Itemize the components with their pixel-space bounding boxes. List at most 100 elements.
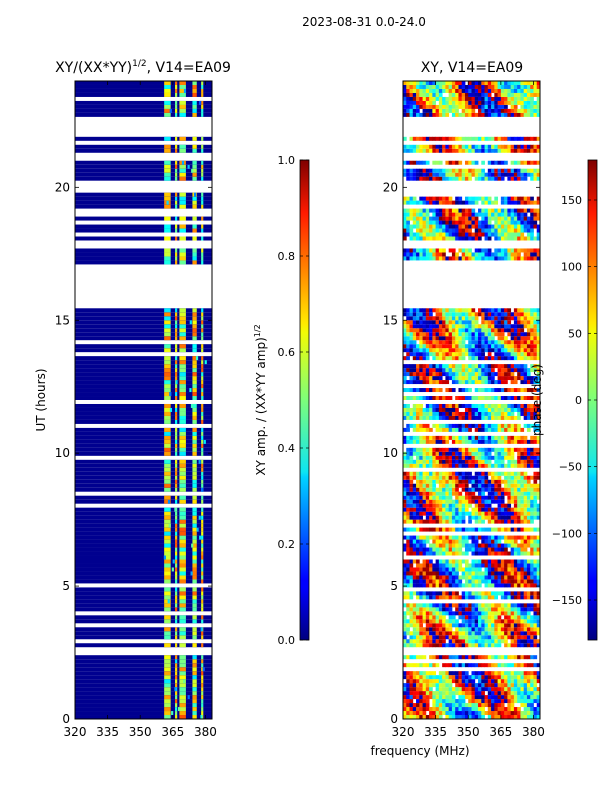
heatmap-cell [500, 579, 505, 584]
heatmap-cell [533, 699, 538, 704]
heatmap-cell [451, 348, 456, 353]
heatmap-cell [419, 380, 423, 385]
heatmap-cell [530, 368, 534, 373]
heatmap-cell [478, 575, 482, 580]
heatmap-row [75, 411, 212, 416]
heatmap-cell [175, 547, 178, 552]
heatmap-cell [491, 515, 495, 520]
heatmap-cell [175, 260, 178, 265]
heatmap-cell [461, 683, 466, 688]
heatmap-cell [494, 356, 498, 361]
heatmap-cell [533, 459, 538, 464]
heatmap-cell [406, 519, 410, 524]
heatmap-cell [179, 643, 186, 648]
heatmap-cell [409, 148, 414, 153]
heatmap-cell [526, 507, 531, 512]
heatmap-cell [494, 220, 498, 225]
heatmap-cell [510, 635, 515, 640]
heatmap-cell [517, 479, 521, 484]
heatmap-cell [406, 352, 410, 357]
heatmap-cell [403, 575, 407, 580]
heatmap-cell [500, 256, 505, 261]
heatmap-cell [471, 308, 476, 313]
heatmap-cell [536, 563, 541, 568]
heatmap-cell [461, 403, 466, 408]
heatmap-cell [517, 348, 521, 353]
heatmap-cell [438, 683, 443, 688]
heatmap-row [75, 364, 212, 369]
heatmap-cell [435, 623, 440, 628]
heatmap-cell [471, 324, 476, 329]
heatmap-cell [445, 483, 450, 488]
heatmap-cell [533, 236, 538, 241]
heatmap-cell [526, 451, 531, 456]
heatmap-cell [510, 483, 515, 488]
heatmap-cell [491, 671, 495, 676]
heatmap-cell [481, 663, 485, 668]
heatmap-cell [458, 415, 463, 420]
heatmap-cell [494, 479, 498, 484]
heatmap-cell [530, 344, 534, 349]
heatmap-cell [175, 599, 178, 604]
heatmap-cell [192, 443, 197, 448]
heatmap-cell [504, 144, 508, 149]
heatmap-cell [192, 687, 197, 692]
heatmap-cell [438, 691, 443, 696]
heatmap-cell [419, 208, 423, 213]
heatmap-cell [481, 707, 485, 712]
heatmap-cell [435, 699, 440, 704]
heatmap-cell [507, 388, 512, 393]
heatmap-cell [458, 396, 463, 400]
heatmap-cell [403, 459, 407, 464]
heatmap-cell [533, 691, 538, 696]
heatmap-cell [174, 687, 177, 692]
heatmap-cell [487, 671, 492, 676]
heatmap-cell [179, 555, 186, 560]
heatmap-cell [179, 200, 186, 205]
heatmap-cell [164, 655, 171, 660]
heatmap-cell [464, 172, 469, 177]
heatmap-cell [484, 415, 489, 420]
heatmap-cell [179, 471, 186, 476]
heatmap-cell [520, 212, 525, 217]
heatmap-cell [432, 483, 437, 488]
heatmap-cell [520, 455, 525, 460]
heatmap-cell [474, 336, 479, 341]
heatmap-cell [464, 571, 469, 576]
heatmap-cell [445, 491, 450, 496]
heatmap-cell [468, 595, 472, 600]
heatmap-cell [416, 507, 420, 512]
heatmap-cell [533, 348, 538, 353]
heatmap-cell [406, 348, 410, 353]
heatmap-cell [409, 503, 414, 508]
heatmap-cell [422, 356, 427, 361]
heatmap-cell [481, 515, 485, 520]
heatmap-cell [536, 579, 541, 584]
heatmap-cell [536, 411, 541, 416]
heatmap-cell [517, 619, 521, 624]
heatmap-cell [504, 519, 508, 524]
heatmap-cell [468, 376, 472, 381]
heatmap-cell [481, 411, 485, 416]
heatmap-cell [513, 328, 518, 333]
heatmap-cell [504, 679, 508, 684]
heatmap-cell [419, 679, 423, 684]
heatmap-cell [461, 575, 466, 580]
heatmap-cell [510, 228, 515, 233]
heatmap-cell [500, 695, 505, 700]
heatmap-cell [474, 575, 479, 580]
heatmap-cell [409, 200, 414, 205]
heatmap-cell [438, 236, 443, 241]
heatmap-cell [530, 623, 534, 628]
heatmap-cell [201, 523, 204, 528]
heatmap-cell [513, 503, 518, 508]
heatmap-cell [409, 447, 414, 452]
heatmap-cell [422, 635, 427, 640]
heatmap-cell [403, 595, 407, 600]
heatmap-cell [536, 356, 541, 361]
heatmap-cell [175, 172, 178, 177]
heatmap-cell [517, 368, 521, 373]
heatmap-cell [520, 479, 525, 484]
heatmap-cell [442, 619, 446, 624]
heatmap-cell [429, 695, 433, 700]
